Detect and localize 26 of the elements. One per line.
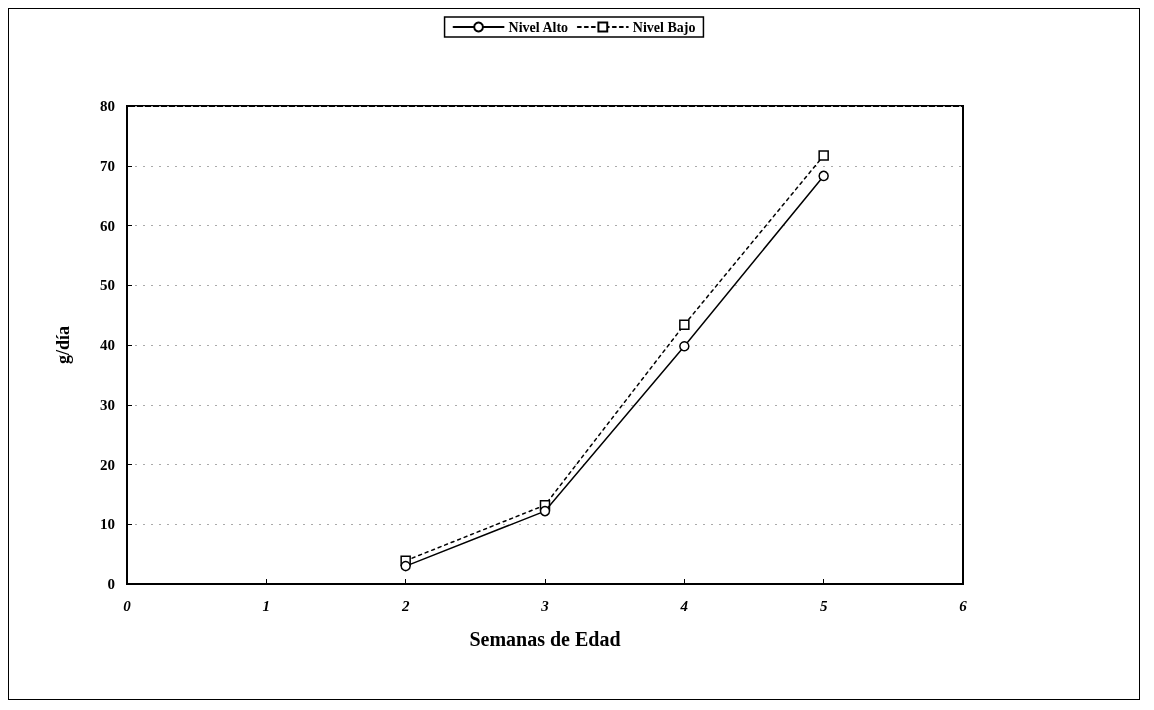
legend-label: Nivel Bajo xyxy=(632,19,696,35)
y-tick-label: 0 xyxy=(107,576,115,592)
y-tick-label: 10 xyxy=(100,516,115,533)
y-tick-label: 40 xyxy=(100,337,115,353)
y-axis-title: g/día xyxy=(53,325,73,365)
point xyxy=(679,319,690,330)
x-tick-label: 6 xyxy=(959,597,968,614)
x-axis-title: Semanas de Edad xyxy=(469,628,621,650)
x-tick-label: 2 xyxy=(400,597,410,614)
point xyxy=(818,150,829,161)
point xyxy=(400,560,411,572)
y-tick-label: 20 xyxy=(100,456,115,473)
point xyxy=(679,340,690,352)
point xyxy=(539,505,551,517)
x-tick-label: 3 xyxy=(540,597,550,614)
x-tick-label: 4 xyxy=(679,597,689,614)
legend-label: Nivel Alto xyxy=(508,19,569,35)
x-tick-label: 1 xyxy=(262,597,271,614)
x-tick-label: 5 xyxy=(819,597,828,614)
y-tick-label: 60 xyxy=(100,217,115,234)
point xyxy=(818,170,829,182)
y-tick-label: 30 xyxy=(100,396,115,413)
y-tick-label: 80 xyxy=(100,98,115,114)
x-tick-label: 0 xyxy=(123,597,132,614)
y-tick-label: 70 xyxy=(100,157,115,174)
y-tick-label: 50 xyxy=(100,277,115,294)
